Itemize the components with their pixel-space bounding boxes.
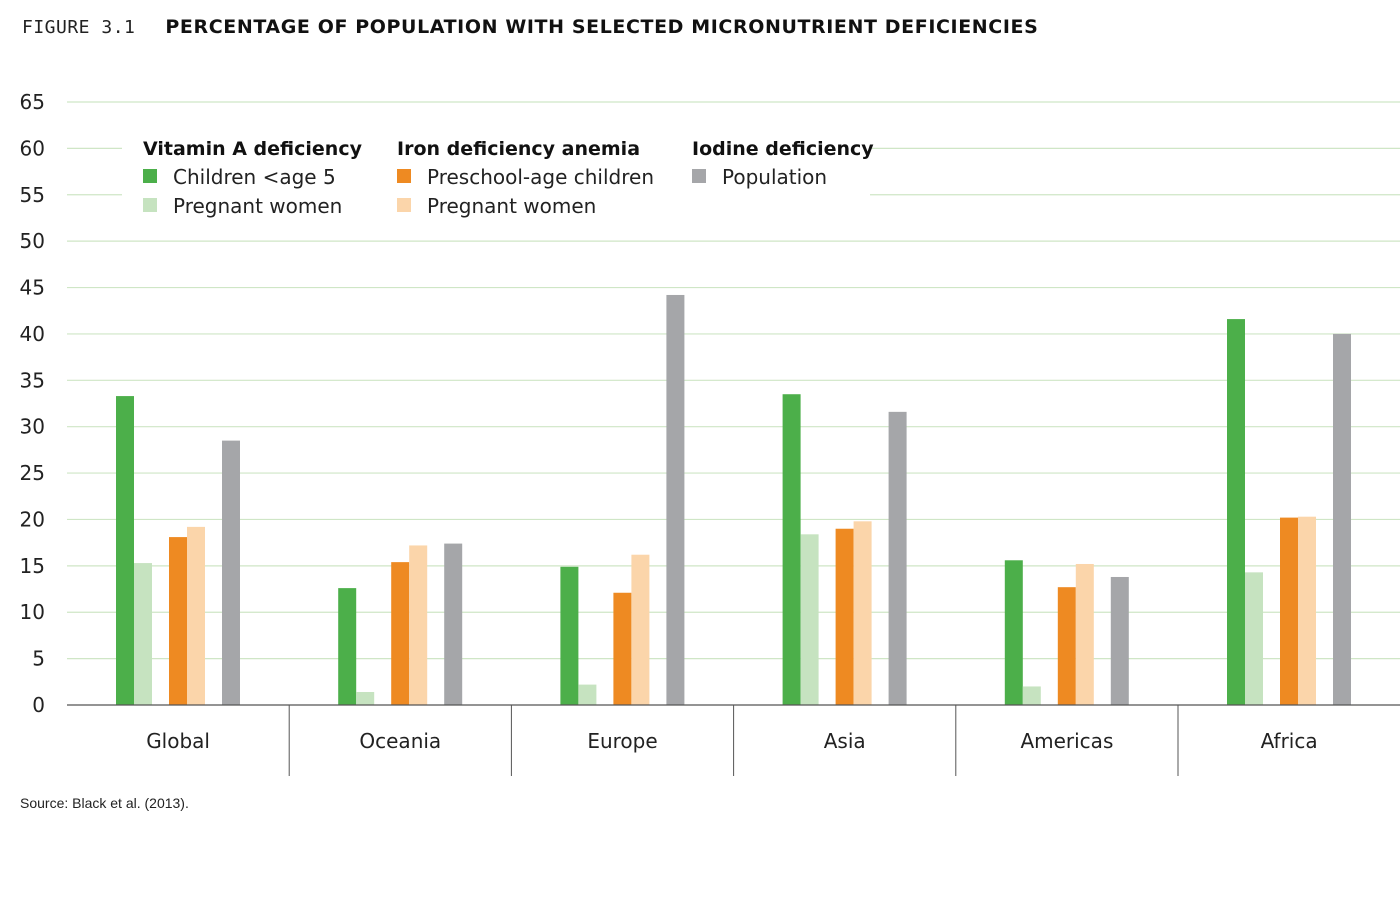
legend-group-title: Iron deficiency anemia: [397, 138, 640, 160]
figure-header: FIGURE 3.1 PERCENTAGE OF POPULATION WITH…: [22, 12, 1038, 42]
bar: [631, 554, 650, 705]
bar: [578, 684, 597, 705]
bar: [1280, 517, 1298, 705]
y-tick-label: 30: [20, 415, 45, 439]
chart-title: PERCENTAGE OF POPULATION WITH SELECTED M…: [165, 16, 1039, 38]
bar: [1298, 516, 1316, 705]
legend-box: [122, 128, 870, 224]
bar: [444, 543, 463, 705]
legend-swatch: [397, 169, 411, 183]
legend-swatch: [692, 169, 706, 183]
legend-entry-label: Population: [722, 165, 827, 189]
bar: [187, 526, 205, 705]
bar: [1333, 333, 1351, 705]
bar: [613, 592, 632, 705]
y-tick-label: 55: [20, 183, 45, 207]
y-tick-label: 60: [20, 136, 45, 160]
bar: [1057, 587, 1076, 705]
bar: [853, 521, 872, 705]
bar: [800, 534, 819, 705]
source-note: Source: Black et al. (2013).: [20, 795, 189, 811]
y-tick-label: 20: [20, 507, 45, 531]
legend-entry-label: Pregnant women: [173, 194, 342, 218]
bar: [888, 411, 907, 705]
legend-group-title: Iodine deficiency: [692, 138, 874, 160]
x-tick-label: Europe: [587, 729, 657, 753]
bar: [409, 545, 428, 705]
bar-chart: 0 5 10 15 20 25 30 35 40 45 50 55 60 65 Global Oceania…: [20, 90, 1400, 776]
legend: Vitamin A deficiency Children <age 5 Pregn…: [143, 138, 874, 218]
bar: [782, 394, 801, 705]
bar: [1022, 686, 1041, 705]
x-tick-label: Oceania: [359, 729, 441, 753]
bar: [1245, 572, 1263, 705]
bar: [835, 528, 854, 705]
bar: [116, 396, 134, 705]
legend-entry-label: Children <age 5: [173, 165, 336, 189]
bar: [560, 566, 579, 705]
bar: [391, 562, 410, 705]
bar: [169, 537, 187, 705]
bar: [338, 588, 357, 705]
legend-entry-label: Preschool-age children: [427, 165, 654, 189]
legend-swatch: [143, 198, 157, 212]
figure-label: FIGURE 3.1: [22, 16, 136, 38]
y-tick-label: 50: [20, 229, 45, 253]
y-tick-label: 65: [20, 90, 45, 114]
y-tick-label: 10: [20, 600, 45, 624]
bar: [666, 294, 685, 705]
bar: [1004, 560, 1023, 705]
y-tick-label: 45: [20, 276, 45, 300]
y-tick-label: 35: [20, 368, 45, 392]
x-tick-label: Africa: [1261, 729, 1318, 753]
x-tick-label: Asia: [824, 729, 866, 753]
bar: [222, 440, 240, 705]
legend-swatch: [143, 169, 157, 183]
y-axis-tick-labels: 0 5 10 15 20 25 30 35 40 45 50 55 60 65: [20, 90, 45, 717]
bar: [1110, 576, 1129, 705]
y-tick-label: 40: [20, 322, 45, 346]
bars: [116, 294, 1351, 705]
legend-swatch: [397, 198, 411, 212]
bar: [1075, 563, 1094, 705]
bar: [356, 692, 375, 705]
bar: [134, 563, 152, 705]
x-tick-label: Global: [146, 729, 210, 753]
legend-background: [122, 128, 870, 224]
y-tick-label: 15: [20, 554, 45, 578]
x-tick-label: Americas: [1020, 729, 1113, 753]
y-tick-label: 0: [32, 693, 45, 717]
legend-entry-label: Pregnant women: [427, 194, 596, 218]
y-tick-label: 25: [20, 461, 45, 485]
bar: [1227, 319, 1245, 705]
legend-group-title: Vitamin A deficiency: [143, 138, 363, 160]
x-axis: Global Oceania Europe Asia Americas Africa: [67, 704, 1400, 776]
y-tick-label: 5: [32, 647, 45, 671]
